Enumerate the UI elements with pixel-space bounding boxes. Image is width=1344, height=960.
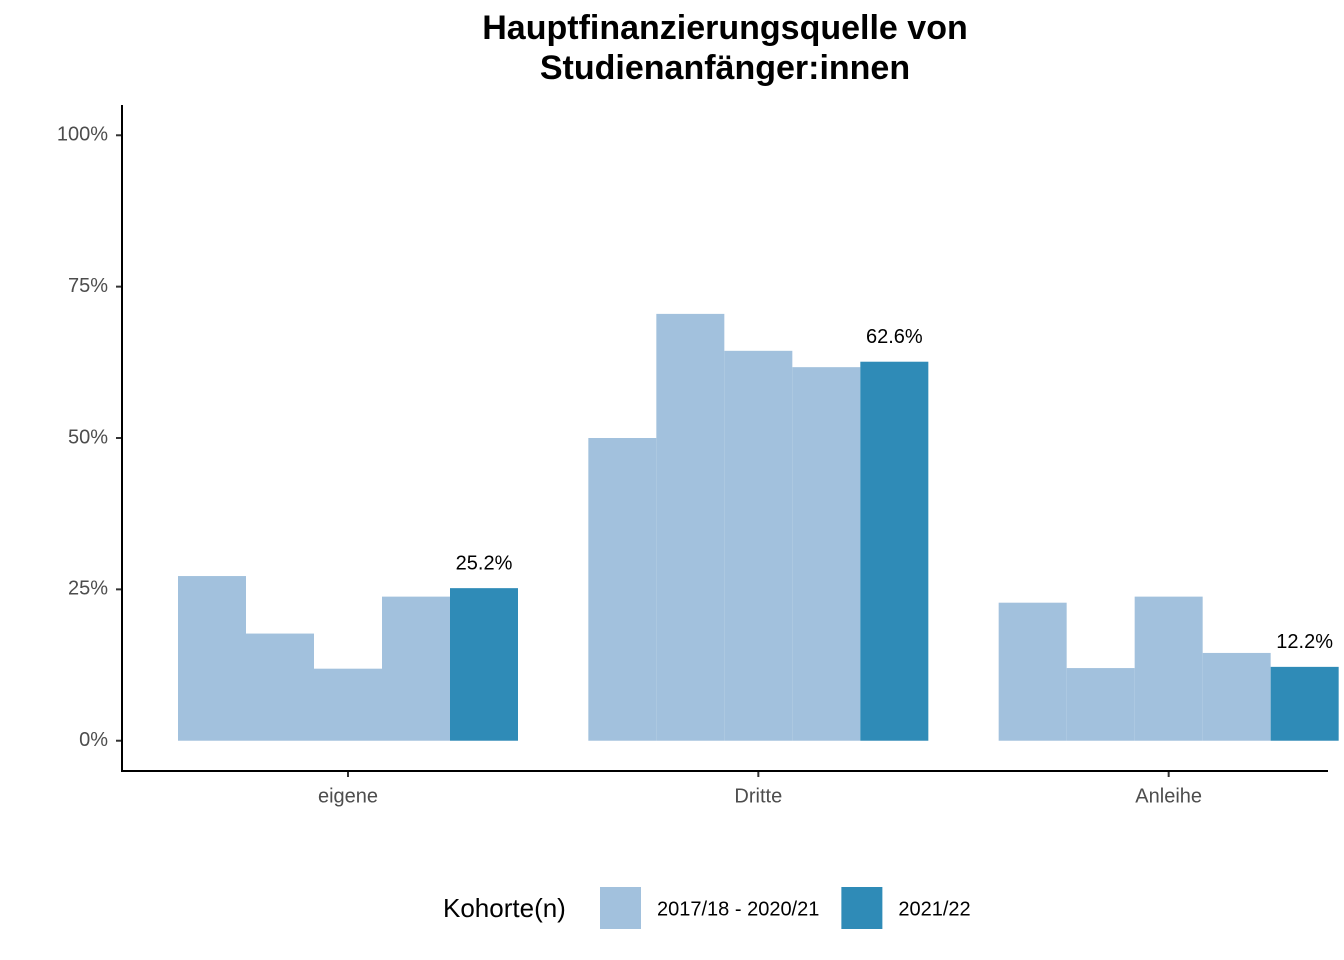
y-tick-label: 50% (68, 426, 108, 448)
bar (382, 596, 450, 741)
chart-title: Hauptfinanzierungsquelle von (482, 9, 967, 47)
legend-title: Kohorte(n) (443, 893, 566, 923)
value-label: 25.2% (456, 552, 513, 574)
legend-key (600, 887, 641, 929)
bar (656, 313, 725, 741)
bar (998, 602, 1067, 741)
x-tick-label: eigene (318, 785, 378, 807)
y-tick-label: 25% (68, 578, 108, 600)
bar (860, 361, 929, 741)
bar (314, 668, 382, 741)
x-tick-label: Dritte (734, 785, 782, 807)
value-label: 62.6% (866, 326, 923, 348)
bar (246, 633, 314, 741)
bar (450, 588, 518, 741)
bar (724, 350, 793, 741)
y-tick-label: 100% (57, 124, 108, 146)
y-tick-label: 75% (68, 275, 108, 297)
bar (1270, 666, 1339, 741)
x-tick-label: Anleihe (1135, 785, 1202, 807)
bar (588, 438, 657, 741)
legend-label: 2021/22 (898, 898, 970, 920)
value-label: 12.2% (1276, 631, 1333, 653)
chart-title: Studienanfänger:innen (540, 49, 910, 87)
bar (1202, 652, 1271, 741)
bar (1066, 668, 1135, 741)
bar (792, 367, 861, 741)
bar (178, 576, 246, 741)
legend-label: 2017/18 - 2020/21 (657, 898, 819, 920)
bar (1134, 596, 1203, 741)
y-tick-label: 0% (79, 729, 108, 751)
legend-key (841, 887, 883, 929)
